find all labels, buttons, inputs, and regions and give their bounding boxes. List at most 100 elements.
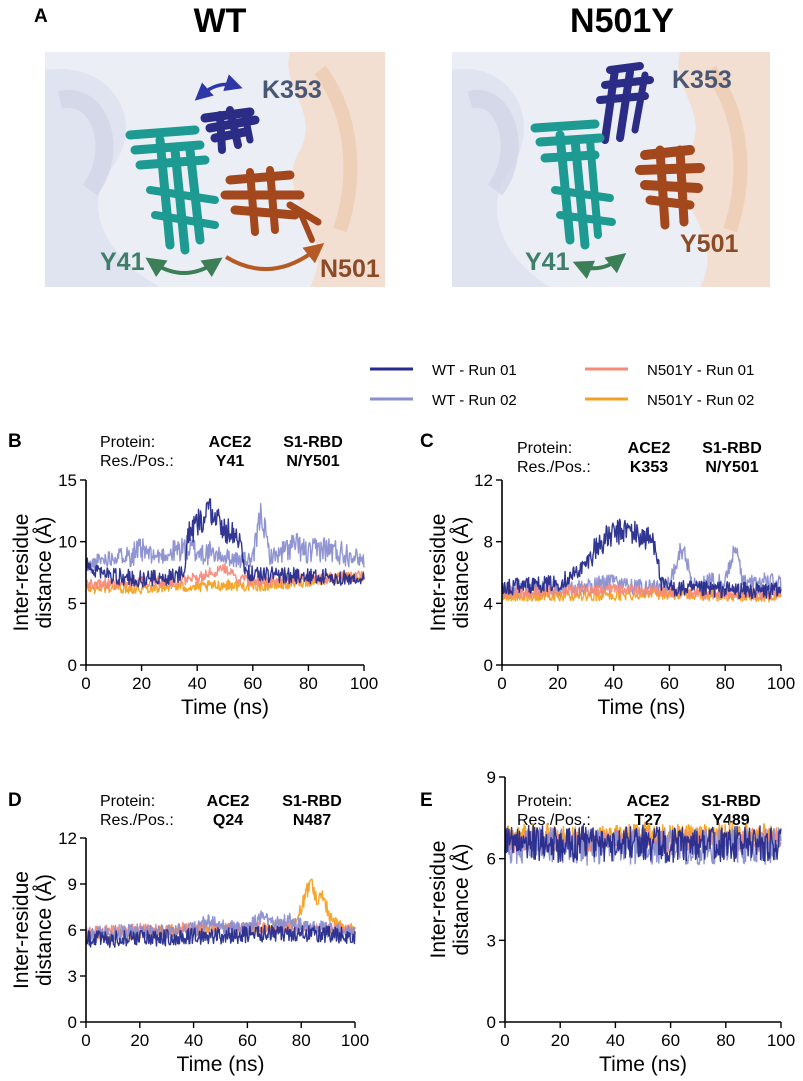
legend-label-n501y-run01: N501Y - Run 01 [647,362,754,379]
y-tick-label: 12 [58,829,77,848]
header-residue-rbd: N487 [293,812,331,829]
x-axis-label: Time (ns) [599,1053,687,1076]
x-axis-label: Time (ns) [177,1053,265,1076]
y-axis-label-line2: distance (Å) [450,843,473,955]
wt-structure-image [45,52,385,288]
header-protein-ace2: ACE2 [209,434,252,451]
x-tick-label: 80 [716,674,735,693]
legend-entry-wt-run02: WT - Run 02 [370,392,517,409]
legend-label-wt-run02: WT - Run 02 [432,392,517,409]
header-residue-ace2: K353 [630,459,668,476]
chart-panel-b: B Protein: Res./Pos.: ACE2 Y41 S1-RBD N/Y501 0 5… [8,431,378,719]
x-tick-label: 0 [497,674,506,693]
x-tick-label: 40 [188,674,207,693]
x-tick-label: 80 [299,674,318,693]
header-respos-label: Res./Pos.: [100,453,174,470]
plot-area [85,498,365,595]
x-axis-label: Time (ns) [181,696,269,719]
mut-y501-label: Y501 [680,230,738,258]
y-axis-label-line2: distance (Å) [33,874,56,986]
n501y-structure-image [452,52,770,288]
k353-sticks [200,106,260,154]
mut-y41-label: Y41 [525,248,570,276]
y41-sticks-mut [530,119,616,250]
series-line-wt-run-02 [85,502,365,574]
series-line-wt-run-01 [85,924,356,948]
series-line-wt-run-01 [504,824,782,863]
header-protein-label: Protein: [100,434,155,451]
header-protein-ace2: ACE2 [628,440,671,457]
y-tick-label: 15 [58,471,77,490]
x-tick-label: 60 [243,674,262,693]
y-tick-label: 0 [487,1013,496,1032]
y-tick-label: 0 [68,656,77,675]
y-tick-label: 5 [68,594,77,613]
y41-sticks [125,125,219,255]
x-tick-label: 100 [350,674,378,693]
y-axis-label-line1: Inter-residue [427,514,450,632]
x-tick-label: 80 [716,1031,735,1050]
header-protein-rbd: S1-RBD [701,793,761,810]
y-tick-label: 9 [68,875,77,894]
wt-n501-label: N501 [320,255,380,283]
panel-letter-e: E [420,790,433,811]
x-tick-label: 0 [500,1031,509,1050]
series-line-wt-run-01 [501,518,782,600]
x-axis-label: Time (ns) [598,696,686,719]
k353-arrow [194,74,243,101]
y-axis-label-line1: Inter-residue [10,514,33,632]
y-tick-label: 9 [487,768,496,787]
chart-panel-d: D Protein: Res./Pos.: ACE2 Q24 S1-RBD N487 0 3 6 9… [8,790,369,1076]
legend: WT - Run 01 WT - Run 02 N501Y - Run 01 N… [370,362,754,409]
n501-sticks [220,166,322,243]
y-axis-label-line2: distance (Å) [33,516,56,628]
y-tick-label: 3 [68,967,77,986]
x-tick-label: 20 [130,1031,149,1050]
x-tick-label: 100 [767,1031,795,1050]
x-tick-label: 60 [238,1031,257,1050]
legend-label-wt-run01: WT - Run 01 [432,362,517,379]
y-tick-label: 0 [484,656,493,675]
y-tick-label: 6 [68,921,77,940]
header-residue-ace2: T27 [634,812,662,829]
header-residue-rbd: N/Y501 [286,453,339,470]
header-protein-label: Protein: [517,793,572,810]
wt-title: WT [194,2,247,40]
panel-letter-d: D [8,790,22,811]
x-tick-label: 40 [184,1031,203,1050]
charts: B Protein: Res./Pos.: ACE2 Y41 S1-RBD N/Y501 0 5… [8,431,795,1076]
chart-panel-c: C Protein: Res./Pos.: ACE2 K353 S1-RBD N/Y501 0… [420,431,795,719]
x-tick-label: 20 [551,1031,570,1050]
panel-letter-c: C [420,431,434,452]
header-protein-label: Protein: [100,793,155,810]
y41-arrow [145,257,223,278]
header-protein-rbd: S1-RBD [283,434,343,451]
x-tick-label: 80 [292,1031,311,1050]
x-tick-label: 60 [661,1031,680,1050]
plot-area [85,878,356,948]
x-tick-label: 60 [660,674,679,693]
y-tick-label: 0 [68,1013,77,1032]
n501-arrow [224,242,325,272]
y41-arrow-mut [572,253,627,280]
y-tick-label: 4 [484,594,493,613]
y-tick-label: 3 [487,931,496,950]
k353-sticks-mut [596,62,654,144]
legend-entry-wt-run01: WT - Run 01 [370,362,517,379]
y-axis-label-line2: distance (Å) [450,516,473,628]
header-protein-ace2: ACE2 [627,793,670,810]
y-tick-label: 6 [487,850,496,869]
chart-panel-e: E Protein: Res./Pos.: ACE2 T27 S1-RBD Y489 0 3 6 9… [420,768,795,1076]
wt-y41-label: Y41 [100,248,145,276]
y-axis-label-line1: Inter-residue [10,871,33,989]
header-residue-ace2: Q24 [213,812,243,829]
x-tick-label: 0 [81,674,90,693]
y-tick-label: 12 [474,471,493,490]
x-tick-label: 100 [767,674,795,693]
y-tick-label: 10 [58,533,77,552]
header-protein-ace2: ACE2 [207,793,250,810]
y-axis-label-line1: Inter-residue [427,841,450,959]
legend-entry-n501y-run02: N501Y - Run 02 [585,392,754,409]
panel-a-letter: A [34,6,48,27]
